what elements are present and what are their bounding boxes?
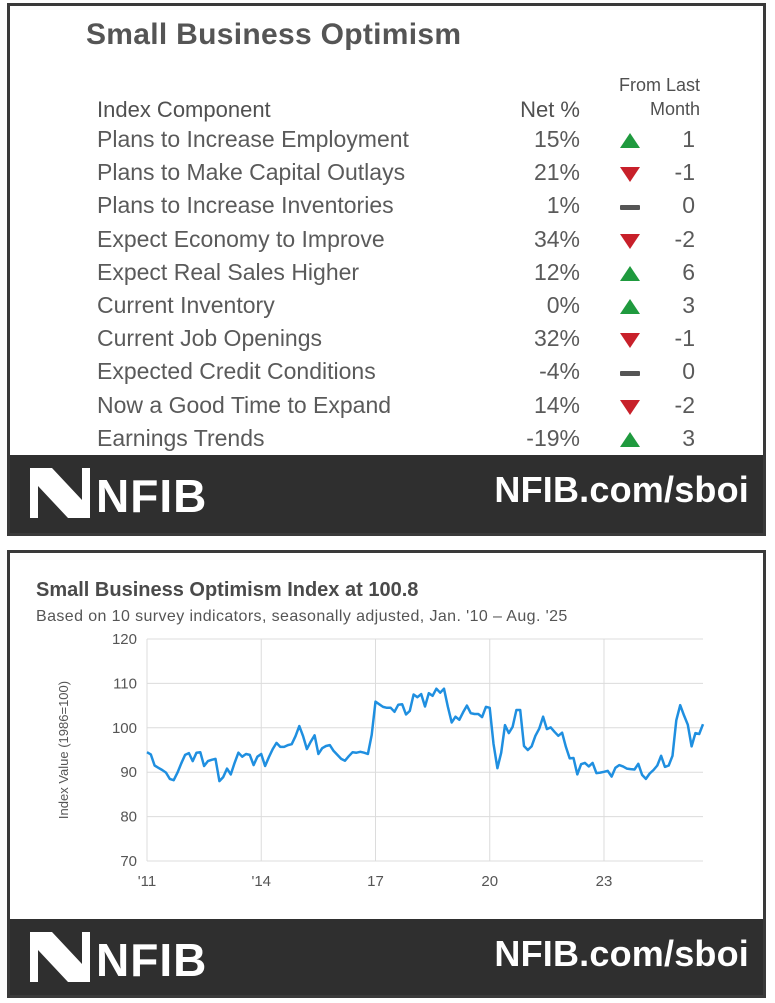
triangle-up-icon [620,431,640,447]
table-row: Plans to Increase Inventories 1% 0 [10,190,763,223]
footer-url[interactable]: NFIB.com/sboi [494,469,749,510]
y-tick-label: 90 [120,764,137,781]
header-net-percent: Net % [520,97,580,122]
table-row: Current Inventory 0% 3 [10,290,763,323]
triangle-down-icon [620,333,640,349]
y-gridlines [147,638,703,862]
footer-bar: NFIB NFIB.com/sboi [10,919,763,995]
x-gridlines [146,639,605,861]
x-tick-label: '14 [251,873,271,890]
row-net-percent: 21% [533,159,580,186]
table-row: Earnings Trends -19% 3 [10,423,763,456]
row-label: Expect Real Sales Higher [97,258,360,285]
triangle-up-icon [620,265,640,281]
row-change: 1 [682,126,695,152]
table-row: Current Job Openings 32% -1 [10,323,763,356]
row-change: 3 [682,424,695,451]
triangle-down-icon [620,399,640,415]
row-net-percent: -19% [526,424,580,451]
row-change: 3 [682,292,695,318]
x-tick-label: 17 [367,873,384,890]
optimism-index-chart-panel: Small Business Optimism Index at 100.8 B… [7,550,766,998]
table-row: Expect Real Sales Higher 12% 6 [10,257,763,290]
row-net-percent: 34% [533,225,580,252]
row-label: Plans to Increase Inventories [97,192,394,219]
optimism-components-panel: Small Business Optimism Index Component … [7,3,766,536]
row-change: -1 [674,159,695,186]
x-axis-ticks: '11 '14 17 20 23 [138,873,613,890]
row-change: 6 [682,258,695,285]
y-axis-label: Index Value (1986=100) [56,681,71,819]
row-net-percent: -4% [539,358,580,385]
header-from-last-month: From Last Month [580,73,700,121]
row-net-percent: 15% [533,126,580,152]
row-label: Plans to Make Capital Outlays [97,159,406,186]
row-change: 0 [682,358,695,385]
table-row: Expected Credit Conditions -4% 0 [10,356,763,389]
row-label: Expected Credit Conditions [97,358,376,385]
footer-bar: NFIB NFIB.com/sboi [10,455,763,533]
nfib-logo: NFIB [30,468,207,518]
row-net-percent: 1% [546,192,580,219]
header-from-last-month-line2: Month [649,99,700,119]
nfib-logo-wordmark: NFIB [96,934,207,982]
y-tick-label: 70 [120,853,137,870]
x-tick-label: 20 [481,873,498,890]
header-index-component: Index Component [97,97,271,122]
series-line-optimism-index [146,687,705,783]
table-row: Plans to Make Capital Outlays 21% -1 [10,157,763,190]
row-label: Expect Economy to Improve [97,225,385,252]
row-net-percent: 0% [546,292,580,318]
table-title: Small Business Optimism [86,18,462,51]
row-label: Current Job Openings [97,325,323,352]
x-tick-label: 23 [596,873,613,890]
triangle-down-icon [620,167,640,183]
y-tick-label: 100 [112,720,137,737]
row-label: Now a Good Time to Expand [97,391,392,418]
nfib-logo: NFIB [30,932,207,982]
dash-icon [620,371,640,377]
table-row: Plans to Increase Employment 15% 1 [10,124,763,157]
row-net-percent: 14% [533,391,580,418]
row-change: -1 [674,325,695,352]
line-chart: 70 80 90 100 110 120 '11 '14 17 20 23 Index Value… [56,631,705,890]
footer-url[interactable]: NFIB.com/sboi [494,933,749,974]
row-change: -2 [674,225,695,252]
y-axis-ticks: 70 80 90 100 110 120 [112,631,137,870]
table-row: Now a Good Time to Expand 14% -2 [10,390,763,423]
y-tick-label: 110 [113,675,137,692]
table-row: Expect Economy to Improve 34% -2 [10,224,763,257]
y-tick-label: 120 [112,631,137,648]
row-label: Earnings Trends [97,424,265,451]
row-label: Plans to Increase Employment [97,126,409,152]
x-tick-label: '11 [138,873,156,890]
y-tick-label: 80 [120,809,137,826]
row-change: 0 [682,192,695,219]
chart-title: Small Business Optimism Index at 100.8 [36,579,419,601]
nfib-logo-mark-icon [30,932,90,982]
nfib-logo-mark-icon [30,468,90,518]
triangle-up-icon [620,133,640,148]
triangle-up-icon [620,299,640,314]
row-label: Current Inventory [97,292,275,318]
row-net-percent: 12% [533,258,580,285]
chart-subtitle: Based on 10 survey indicators, seasonall… [36,608,568,625]
header-from-last-month-line1: From Last [618,75,700,95]
row-change: -2 [674,391,695,418]
triangle-down-icon [620,233,640,249]
nfib-logo-wordmark: NFIB [96,470,207,518]
row-net-percent: 32% [533,325,580,352]
dash-icon [620,205,640,211]
